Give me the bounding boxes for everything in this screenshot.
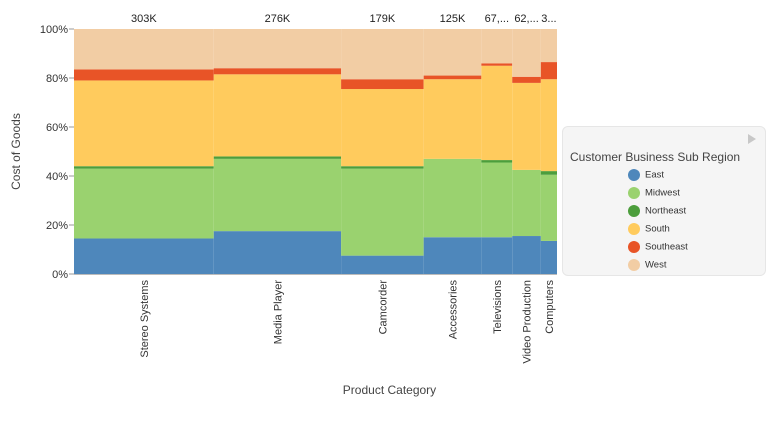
x-category-label: Video Production — [522, 280, 534, 364]
column-total-label: 67,... — [485, 13, 509, 25]
segment-southeast-televisions[interactable] — [481, 63, 513, 66]
segment-east-computers[interactable] — [540, 240, 557, 274]
segment-southeast-stereo-systems[interactable] — [74, 69, 214, 81]
segment-midwest-media-player[interactable] — [213, 158, 342, 232]
segment-west-stereo-systems[interactable] — [74, 29, 214, 70]
segment-midwest-camcorder[interactable] — [341, 168, 424, 256]
legend-item-west[interactable]: West — [628, 259, 666, 271]
segment-northeast-camcorder[interactable] — [341, 166, 424, 169]
segment-southeast-computers[interactable] — [540, 62, 557, 80]
segment-midwest-accessories[interactable] — [423, 158, 482, 238]
y-tick-label: 60% — [46, 122, 68, 134]
y-tick-label: 80% — [46, 73, 68, 85]
segment-east-media-player[interactable] — [213, 231, 342, 274]
legend-swatch — [628, 241, 640, 253]
x-category-label: Stereo Systems — [139, 280, 151, 358]
legend-label: South — [645, 223, 670, 235]
segment-south-computers[interactable] — [540, 79, 557, 172]
legend-label: West — [645, 259, 667, 271]
legend-swatch — [628, 187, 640, 199]
segment-midwest-televisions[interactable] — [481, 162, 513, 238]
column-total-label: 303K — [131, 13, 157, 25]
legend-swatch — [628, 223, 640, 235]
y-tick-label: 40% — [46, 171, 68, 183]
segment-south-accessories[interactable] — [423, 79, 482, 159]
legend: Customer Business Sub Region East Midwest… — [562, 126, 766, 276]
x-axis-label: Product Category — [343, 383, 436, 397]
segment-southeast-media-player[interactable] — [213, 68, 342, 75]
segment-midwest-computers[interactable] — [540, 174, 557, 241]
segment-northeast-stereo-systems[interactable] — [74, 166, 214, 169]
segment-west-computers[interactable] — [540, 29, 557, 63]
segment-northeast-computers[interactable] — [540, 171, 557, 175]
legend-scroll-arrow-icon[interactable] — [748, 134, 756, 144]
segment-west-camcorder[interactable] — [341, 29, 424, 80]
legend-item-south[interactable]: South — [628, 223, 670, 235]
segment-northeast-media-player[interactable] — [213, 156, 342, 159]
segment-midwest-video-production[interactable] — [512, 169, 541, 237]
y-axis-label: Cost of Goods — [9, 113, 23, 190]
segment-south-camcorder[interactable] — [341, 89, 424, 167]
segment-west-media-player[interactable] — [213, 29, 342, 69]
column-total-label: 125K — [440, 13, 466, 25]
x-category-label: Media Player — [272, 280, 284, 345]
segment-southeast-camcorder[interactable] — [341, 79, 424, 90]
y-tick-label: 0% — [52, 269, 68, 281]
segment-south-video-production[interactable] — [512, 82, 541, 170]
y-tick-label: 100% — [40, 24, 68, 36]
legend-label: Northeast — [645, 205, 687, 217]
legend-item-southeast[interactable]: Southeast — [628, 241, 688, 253]
segment-west-televisions[interactable] — [481, 29, 513, 64]
segment-northeast-televisions[interactable] — [481, 160, 513, 163]
column-total-label: 179K — [370, 13, 396, 25]
segment-south-televisions[interactable] — [481, 65, 513, 161]
legend-label: Midwest — [645, 187, 680, 199]
x-category-label: Televisions — [492, 280, 504, 334]
segment-east-accessories[interactable] — [423, 237, 482, 274]
segment-east-televisions[interactable] — [481, 237, 513, 274]
legend-swatch — [628, 259, 640, 271]
segment-east-camcorder[interactable] — [341, 255, 424, 274]
segment-south-media-player[interactable] — [213, 74, 342, 157]
column-total-label: 3... — [541, 13, 556, 25]
segment-east-stereo-systems[interactable] — [74, 238, 214, 274]
segment-southeast-accessories[interactable] — [423, 75, 482, 80]
legend-swatch — [628, 169, 640, 181]
legend-label: Southeast — [645, 241, 688, 253]
x-category-label: Camcorder — [377, 280, 389, 335]
legend-swatch — [628, 205, 640, 217]
legend-title: Customer Business Sub Region — [570, 150, 741, 164]
legend-item-east[interactable]: East — [628, 169, 664, 181]
segment-west-video-production[interactable] — [512, 29, 541, 77]
legend-item-midwest[interactable]: Midwest — [628, 187, 680, 199]
legend-item-northeast[interactable]: Northeast — [628, 205, 686, 217]
segment-east-video-production[interactable] — [512, 236, 541, 274]
y-tick-label: 20% — [46, 220, 68, 232]
x-category-label: Computers — [544, 280, 556, 334]
column-total-label: 62,... — [514, 13, 538, 25]
segment-west-accessories[interactable] — [423, 29, 482, 76]
x-category-label: Accessories — [448, 280, 460, 340]
segment-south-stereo-systems[interactable] — [74, 80, 214, 167]
legend-label: East — [645, 169, 665, 181]
segment-southeast-video-production[interactable] — [512, 76, 541, 83]
column-total-label: 276K — [265, 13, 291, 25]
segment-midwest-stereo-systems[interactable] — [74, 168, 214, 239]
